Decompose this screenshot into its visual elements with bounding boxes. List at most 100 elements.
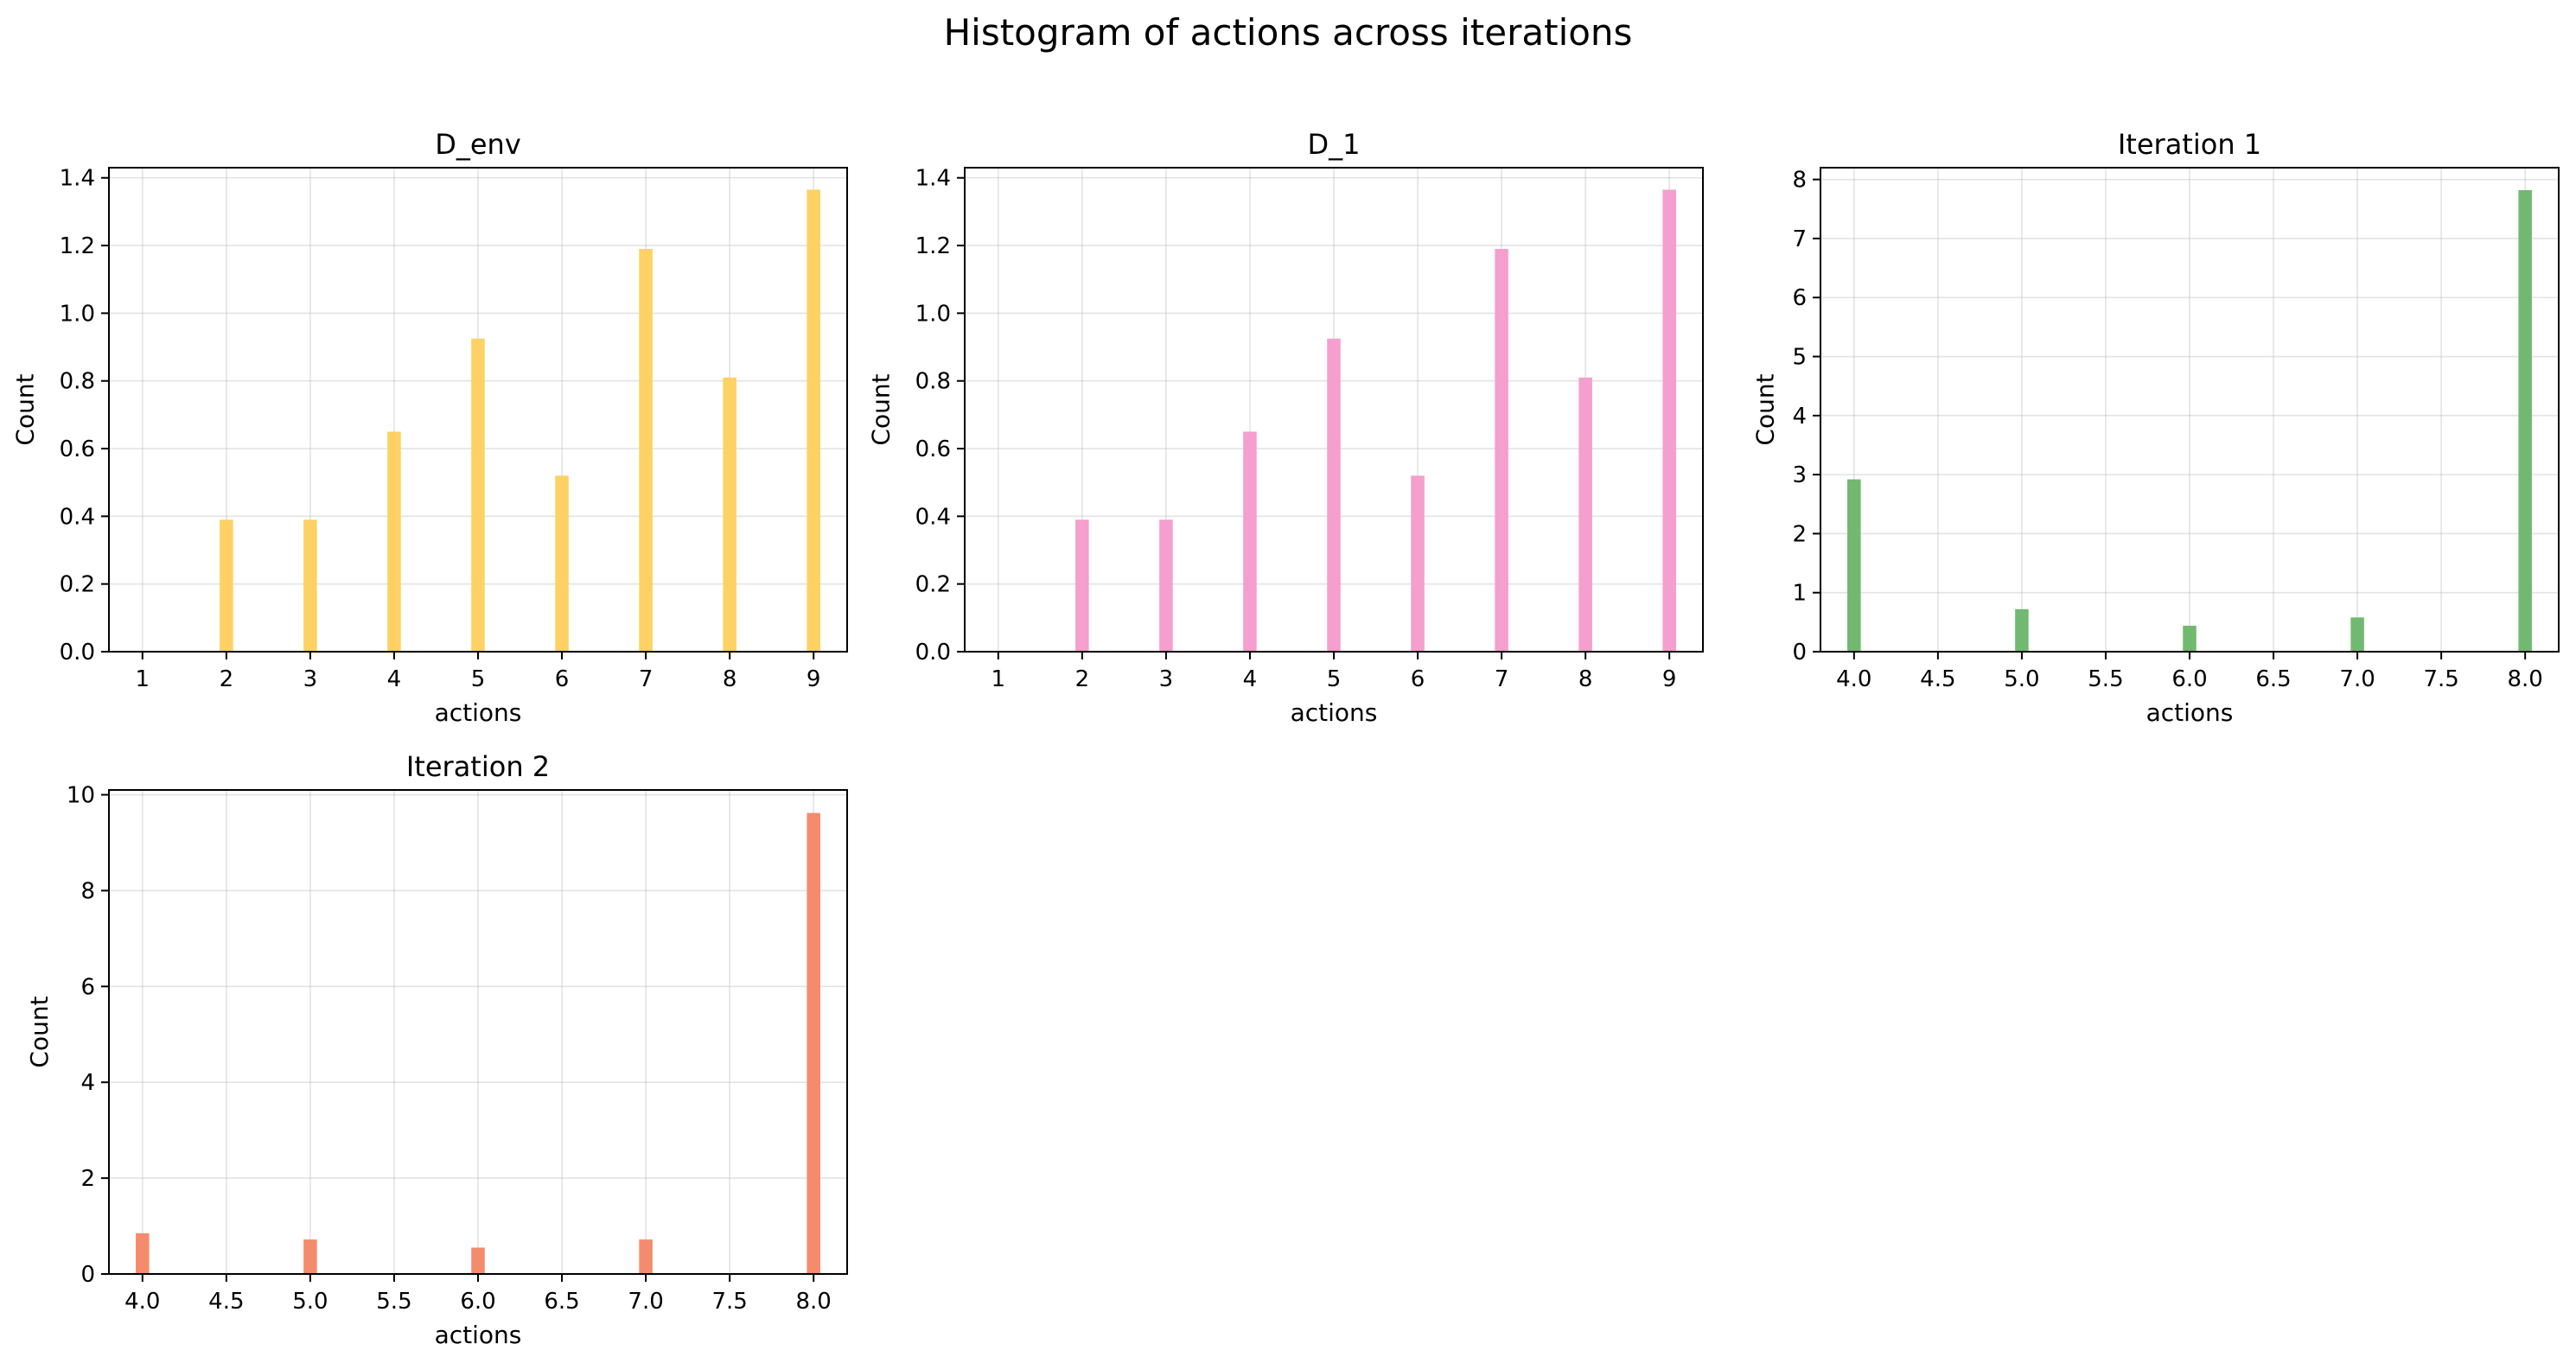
y-axis-label: Count bbox=[867, 373, 896, 445]
x-tick-label: 9 bbox=[807, 666, 821, 692]
panel-title: Iteration 1 bbox=[2118, 128, 2261, 161]
y-tick-label: 1.2 bbox=[60, 233, 95, 259]
x-tick-label: 6.0 bbox=[460, 1289, 495, 1315]
x-tick-label: 4 bbox=[387, 666, 402, 692]
panel-d-1: 1 2 3 4 5 6 7 8 9 0.0 0.2 0.4 0.6 0.8 1.0 1.2 1.4 D_1acti… bbox=[867, 128, 1704, 727]
bar bbox=[2350, 617, 2364, 652]
x-tick-label: 8 bbox=[1578, 666, 1593, 692]
y-tick-label: 0.6 bbox=[60, 436, 95, 462]
x-tick-label: 4.5 bbox=[208, 1289, 244, 1315]
bar bbox=[471, 1247, 485, 1274]
x-tick-label: 1 bbox=[136, 666, 150, 692]
x-axis-label: actions bbox=[435, 698, 522, 727]
x-tick-label: 4.5 bbox=[1920, 666, 1955, 692]
bar bbox=[723, 377, 736, 652]
y-tick-label: 0.8 bbox=[915, 369, 951, 395]
y-axis-label: Count bbox=[25, 996, 54, 1067]
y-tick-label: 8 bbox=[1792, 168, 1807, 194]
x-tick-label: 5.5 bbox=[376, 1289, 411, 1315]
x-tick-label: 7.5 bbox=[2423, 666, 2458, 692]
bar bbox=[1662, 189, 1676, 653]
y-tick-label: 1 bbox=[1792, 581, 1807, 607]
y-tick-label: 1.0 bbox=[915, 301, 951, 327]
x-tick-label: 6 bbox=[1411, 666, 1425, 692]
x-tick-label: 7 bbox=[639, 666, 654, 692]
x-tick-label: 8.0 bbox=[796, 1289, 832, 1315]
x-tick-label: 7.5 bbox=[711, 1289, 747, 1315]
x-tick-label: 6 bbox=[555, 666, 570, 692]
x-tick-label: 7.0 bbox=[2339, 666, 2375, 692]
y-tick-label: 0.6 bbox=[915, 436, 951, 462]
y-tick-label: 0.0 bbox=[60, 640, 95, 666]
x-tick-label: 4 bbox=[1243, 666, 1258, 692]
x-tick-label: 5 bbox=[471, 666, 486, 692]
y-tick-label: 1.2 bbox=[915, 233, 951, 259]
bar bbox=[2518, 189, 2532, 652]
y-tick-label: 2 bbox=[1792, 521, 1807, 547]
bar bbox=[303, 1239, 317, 1274]
x-tick-label: 8 bbox=[723, 666, 737, 692]
x-tick-label: 5.0 bbox=[292, 1289, 328, 1315]
y-tick-label: 0 bbox=[1792, 640, 1807, 666]
panel-d-env: 1 2 3 4 5 6 7 8 9 0.0 0.2 0.4 0.6 0.8 1.0 1.2 1.4 D_envac… bbox=[11, 128, 848, 727]
x-tick-label: 3 bbox=[1159, 666, 1174, 692]
y-tick-label: 6 bbox=[1792, 285, 1807, 311]
y-tick-label: 0.2 bbox=[915, 572, 951, 598]
y-tick-label: 0.4 bbox=[60, 504, 95, 530]
figure-title: Histogram of actions across iterations bbox=[944, 11, 1633, 54]
panel-iteration-1: 4.0 4.5 5.0 5.5 6.0 6.5 7.0 7.5 8.0 0 1 2 3 4 5 6 7 8 Iter… bbox=[1751, 128, 2560, 727]
x-tick-label: 3 bbox=[303, 666, 318, 692]
y-tick-label: 1.4 bbox=[60, 166, 95, 192]
bar bbox=[471, 338, 485, 652]
y-tick-label: 3 bbox=[1792, 462, 1807, 488]
y-tick-label: 10 bbox=[67, 783, 95, 809]
bar bbox=[555, 475, 569, 652]
x-tick-label: 9 bbox=[1662, 666, 1677, 692]
panel-title: D_1 bbox=[1308, 128, 1361, 161]
bar bbox=[1411, 475, 1425, 652]
x-tick-label: 1 bbox=[992, 666, 1006, 692]
bar bbox=[136, 1232, 150, 1274]
panel-title: Iteration 2 bbox=[406, 750, 550, 783]
y-tick-label: 2 bbox=[80, 1166, 95, 1192]
x-tick-label: 6.5 bbox=[544, 1289, 579, 1315]
plot-area bbox=[1820, 168, 2559, 652]
x-tick-label: 2 bbox=[1075, 666, 1090, 692]
x-tick-label: 6.5 bbox=[2255, 666, 2291, 692]
bar bbox=[1159, 519, 1173, 652]
x-tick-label: 8.0 bbox=[2508, 666, 2543, 692]
y-tick-label: 0 bbox=[80, 1262, 95, 1288]
x-tick-label: 2 bbox=[220, 666, 234, 692]
x-axis-label: actions bbox=[2146, 698, 2234, 727]
panel-title: D_env bbox=[435, 128, 521, 161]
bar bbox=[807, 812, 820, 1274]
bar bbox=[1578, 377, 1592, 652]
bar bbox=[1847, 479, 1861, 652]
plot-area bbox=[109, 790, 847, 1274]
bar bbox=[2183, 625, 2197, 652]
bar bbox=[303, 519, 317, 652]
x-axis-label: actions bbox=[435, 1321, 522, 1349]
bar bbox=[639, 1239, 653, 1274]
bar bbox=[807, 189, 820, 653]
y-tick-label: 8 bbox=[80, 878, 95, 904]
x-tick-label: 4.0 bbox=[1836, 666, 1871, 692]
y-axis-label: Count bbox=[1751, 373, 1780, 445]
x-tick-label: 5 bbox=[1327, 666, 1342, 692]
y-tick-label: 7 bbox=[1792, 226, 1807, 252]
y-axis-label: Count bbox=[11, 373, 40, 445]
bar bbox=[1075, 519, 1089, 652]
bar bbox=[1495, 248, 1508, 652]
x-tick-label: 4.0 bbox=[124, 1289, 160, 1315]
bar bbox=[387, 431, 401, 652]
y-tick-label: 1.0 bbox=[60, 301, 95, 327]
y-tick-label: 0.2 bbox=[60, 572, 95, 598]
x-tick-label: 5.0 bbox=[2004, 666, 2039, 692]
bar bbox=[639, 248, 653, 652]
y-tick-label: 5 bbox=[1792, 345, 1807, 371]
panel-iteration-2: 4.0 4.5 5.0 5.5 6.0 6.5 7.0 7.5 8.0 0 2 4 6 8 10 Iterat… bbox=[25, 750, 848, 1349]
x-tick-label: 6.0 bbox=[2171, 666, 2207, 692]
y-tick-label: 0.4 bbox=[915, 504, 951, 530]
bar bbox=[2015, 608, 2029, 652]
bar bbox=[220, 519, 233, 652]
